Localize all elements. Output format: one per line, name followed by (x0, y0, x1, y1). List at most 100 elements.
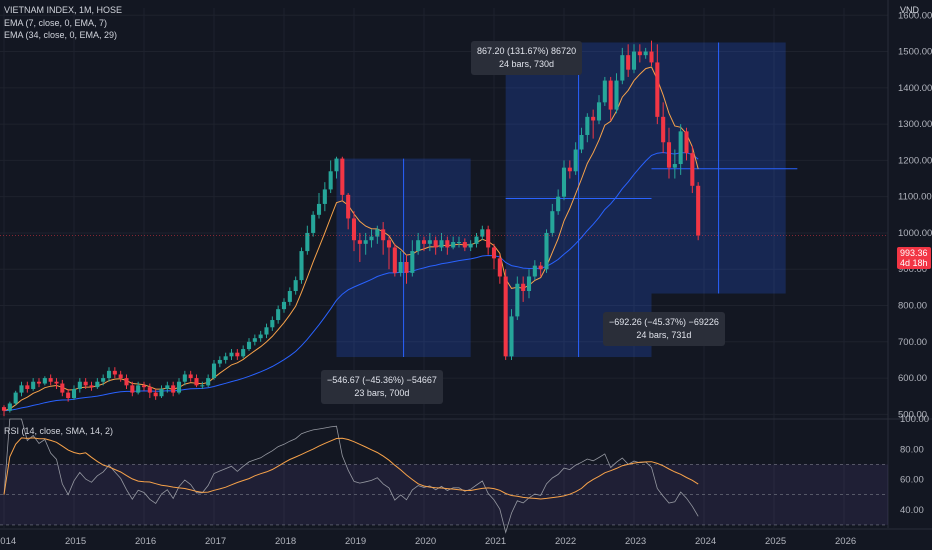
candle-body (410, 251, 415, 273)
candle-body (311, 214, 316, 233)
price-tick-label: 1200.00 (898, 155, 932, 166)
candle-body (480, 229, 485, 237)
candle-body (206, 378, 211, 386)
measure-1-change: −546.67 (−45.36%) −54667 (327, 375, 437, 385)
candle-body (567, 167, 572, 172)
measure-1-span: 23 bars, 700d (354, 388, 410, 398)
candle-body (351, 218, 357, 241)
candle-body (305, 232, 310, 252)
rsi-legend[interactable]: RSI (14, close, SMA, 14, 2) (4, 426, 114, 436)
candle-body (497, 258, 502, 277)
candle-body (532, 265, 537, 277)
measure-tooltip-2: 867.20 (131.67%) 86720 24 bars, 730d (471, 41, 583, 75)
candle-body (579, 134, 584, 150)
candle-body (42, 378, 47, 384)
candle-body (550, 211, 555, 233)
candle-body (194, 378, 199, 386)
measure-3-span: 24 bars, 731d (636, 330, 692, 340)
rsi-tick-label: 100.00 (900, 414, 929, 425)
ema-slow-legend[interactable]: EMA (34, close, 0, EMA, 29) (4, 30, 118, 40)
measure-tooltip-3: −692.26 (−45.37%) −69226 24 bars, 731d (603, 312, 725, 346)
candle-body (439, 240, 444, 248)
candle-body (515, 283, 520, 317)
candle-body (31, 381, 36, 389)
candle-body (276, 309, 281, 321)
candle-body (573, 149, 578, 172)
price-tick-label: 700.00 (898, 337, 927, 348)
candle-body (54, 381, 59, 384)
candle-body (620, 55, 625, 81)
candle-body (503, 276, 508, 357)
candle-body (381, 229, 386, 241)
candle-body (643, 51, 648, 56)
candle-body (95, 381, 100, 388)
price-tick-label: 1500.00 (898, 47, 932, 58)
time-tick-label: 2017 (205, 536, 226, 547)
candle-body (246, 341, 252, 350)
candle-body (106, 370, 112, 379)
time-tick-label: 2022 (555, 536, 576, 547)
candle-body (561, 167, 567, 197)
time-tick-label: 2020 (415, 536, 436, 547)
price-tick-label: 500.00 (898, 409, 927, 420)
candle-body (357, 240, 362, 244)
candle-body (585, 116, 590, 135)
candle-body (649, 51, 654, 63)
candle-body (637, 51, 642, 56)
candle-body (334, 158, 339, 172)
price-tick-label: 1600.00 (898, 10, 932, 21)
candle-body (293, 280, 298, 292)
symbol-legend[interactable]: VIETNAM INDEX, 1M, HOSE (4, 5, 123, 15)
price-tick-label: 1400.00 (898, 83, 932, 94)
candle-body (486, 229, 491, 248)
candle-body (252, 338, 257, 342)
candle-body (451, 242, 456, 248)
time-tick-label: 2016 (135, 536, 156, 547)
ema-fast-line (3, 66, 699, 412)
candle-body (241, 349, 246, 357)
candle-body (538, 265, 543, 270)
candle-body (316, 203, 322, 215)
candle-body (159, 388, 164, 397)
candle-body (363, 240, 368, 244)
measure-3-change: −692.26 (−45.37%) −69226 (609, 317, 719, 327)
candle-body (445, 240, 450, 248)
last-price-value: 993.36 (900, 248, 928, 258)
candle-body (672, 164, 677, 168)
candle-body (602, 80, 607, 103)
price-tick-label: 1100.00 (898, 192, 932, 203)
candle-body (328, 171, 333, 190)
candle-body (369, 236, 374, 241)
candle-body (491, 247, 497, 259)
time-tick-label: 2018 (275, 536, 296, 547)
candle-body (626, 55, 631, 70)
candle-body (83, 381, 88, 386)
candle-body (340, 158, 345, 195)
candle-body (608, 80, 613, 110)
ema-slow-line (3, 151, 699, 412)
candle-body (526, 276, 532, 292)
candle-body (211, 363, 217, 379)
candle-body (1, 407, 7, 411)
candle-body (223, 356, 228, 360)
last-price-tag: 993.36 4d 18h (897, 247, 931, 269)
candle-body (421, 240, 427, 244)
candle-body (19, 385, 24, 393)
candle-body (690, 153, 695, 186)
last-price-countdown: 4d 18h (900, 258, 928, 268)
candle-body (165, 385, 170, 389)
candle-body (36, 381, 42, 384)
candle-body (13, 392, 18, 404)
candle-body (655, 62, 660, 117)
time-tick-label: 2014 (0, 536, 16, 547)
ema-fast-legend[interactable]: EMA (7, close, 0, EMA, 7) (4, 18, 108, 28)
candle-body (147, 387, 152, 393)
candle-body (136, 385, 141, 393)
rsi-tick-label: 40.00 (900, 505, 924, 516)
currency-label: VND (900, 5, 920, 15)
candle-body (188, 374, 193, 379)
candle-body (229, 352, 234, 357)
candle-body (375, 229, 380, 237)
candle-body (217, 359, 222, 364)
